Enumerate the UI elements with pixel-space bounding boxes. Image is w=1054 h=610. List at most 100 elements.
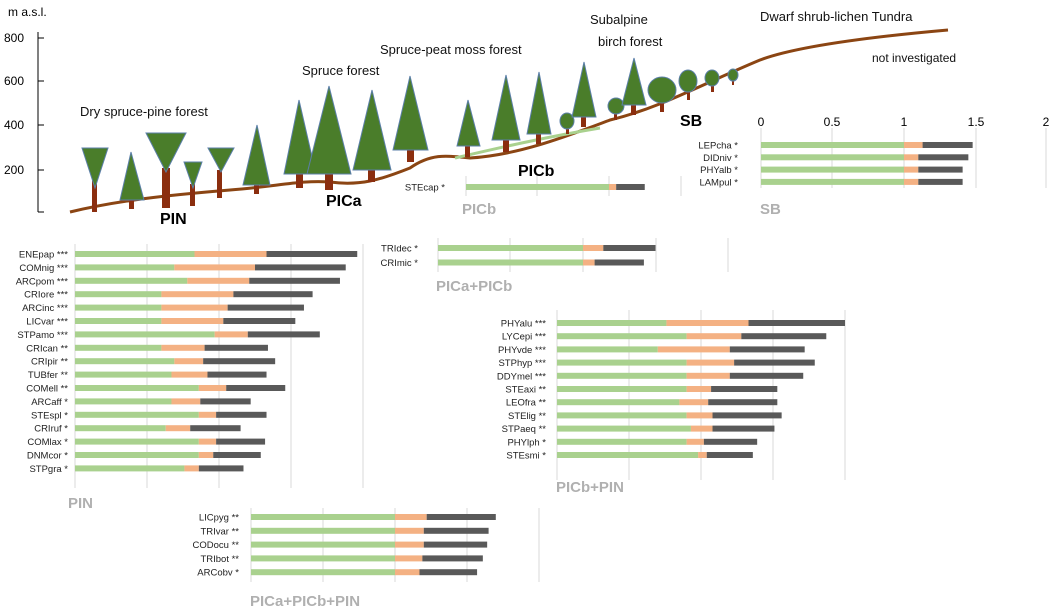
bar-segment-orange (904, 178, 919, 185)
birch-tree-icon (607, 97, 625, 120)
species-label: STPamo *** (17, 330, 68, 341)
bar-segment-green (75, 465, 185, 472)
bar-segment-gray (198, 465, 244, 472)
bar-segment-gray (741, 333, 827, 340)
bar-segment-orange (583, 245, 604, 251)
zone-code-sb: SB (680, 113, 702, 130)
bar-segment-green (557, 386, 687, 392)
birch-tree-icon (559, 112, 575, 134)
spruce-tree-icon (621, 57, 647, 115)
bar-segment-orange (904, 142, 923, 148)
species-label: LAMpul * (699, 177, 738, 188)
zone-code-pica: PICa (326, 193, 362, 210)
species-label: CRIruf * (34, 424, 68, 435)
panel-name-pin: PIN (68, 495, 93, 512)
bar-segment-orange (198, 411, 217, 418)
bar-segment-green (557, 412, 687, 419)
bar-segment-gray (200, 398, 251, 405)
bar-segment-green (75, 344, 162, 351)
bar-segment-orange (698, 452, 707, 458)
scale-tick-label: 1.5 (968, 115, 985, 129)
species-label: COMlax * (27, 437, 68, 448)
bar-segment-green (466, 184, 609, 190)
bar-segment-orange (686, 386, 712, 392)
bar-segment-green (75, 425, 166, 432)
bar-segment-gray (223, 318, 296, 324)
zone-label-birch-forest: birch forest (598, 34, 663, 49)
bar-segment-green (251, 527, 395, 534)
bar-segment-green (761, 166, 904, 173)
species-label: LICpyg ** (199, 513, 239, 524)
bar-segment-green (251, 569, 395, 576)
species-label: PHYlph * (507, 437, 546, 448)
bar-segment-green (75, 291, 162, 298)
scale-tick-label: 0.5 (824, 115, 841, 129)
panel-name-sb: SB (760, 201, 781, 218)
bar-segment-orange (165, 425, 191, 432)
panel-pica-picb-pin: LICpyg ** TRIvar ** CODocu ** TRIbot ** ARCo… (193, 508, 540, 610)
bar-segment-orange (686, 359, 735, 366)
bar-segment-green (75, 251, 195, 257)
bar-segment-green (75, 438, 199, 445)
spruce-tree-icon (306, 85, 352, 190)
bar-segment-green (438, 245, 583, 251)
bar-segment-orange (194, 251, 267, 257)
bar-segment-orange (686, 438, 704, 445)
bar-segment-orange (174, 264, 255, 271)
bar-segment-gray (190, 425, 241, 432)
bar-segment-gray (226, 385, 286, 391)
bar-segment-gray (213, 452, 261, 458)
species-label: STEcap * (405, 183, 445, 194)
bar-segment-orange (395, 514, 427, 520)
birch-tree-icon (647, 76, 677, 112)
species-label: TUBfer ** (28, 370, 68, 381)
zone-label-dwarf-shrub-lichen-tundra: Dwarf shrub-lichen Tundra (760, 9, 913, 24)
bar-segment-green (557, 320, 667, 326)
bar-segment-green (761, 178, 904, 185)
bar-segment-orange (161, 291, 234, 298)
bar-segment-gray (227, 304, 304, 311)
species-label: COMnig *** (19, 263, 68, 274)
bar-segment-orange (214, 331, 248, 338)
bar-segment-orange (161, 344, 205, 351)
bar-segment-gray (712, 412, 782, 419)
elevation-tick-400: 400 (4, 118, 24, 132)
elevation-tick-600: 600 (4, 74, 24, 88)
species-label: LEOfra ** (506, 398, 546, 409)
bar-segment-orange (686, 333, 742, 340)
bar-segment-orange (161, 304, 228, 311)
bar-segment-gray (426, 514, 496, 520)
spruce-tree-icon (571, 61, 597, 127)
spruce-tree-icon (392, 75, 429, 162)
species-label: DDYmel *** (497, 371, 546, 382)
bar-segment-green (761, 154, 904, 161)
bar-segment-gray (249, 277, 340, 284)
bar-segment-gray (216, 438, 266, 445)
bar-segment-gray (706, 452, 753, 458)
bar-segment-orange (904, 154, 919, 161)
bar-segment-gray (207, 371, 267, 378)
species-label: CRIcan ** (26, 343, 68, 354)
bar-segment-gray (422, 555, 483, 562)
species-label: COMell ** (26, 384, 68, 395)
pine-tree-icon (207, 147, 235, 198)
bar-segment-orange (609, 184, 617, 190)
bar-segment-green (557, 425, 691, 432)
zone-code-pin: PIN (160, 211, 187, 228)
scale-tick-label: 0 (758, 115, 765, 129)
tree-illustrations (81, 57, 739, 212)
species-label: STPhyp *** (498, 358, 546, 369)
bar-segment-gray (419, 569, 478, 576)
bar-segment-gray (204, 344, 268, 351)
scale-tick-label: 1 (901, 115, 908, 129)
bar-segment-gray (247, 331, 320, 338)
bar-segment-orange (679, 399, 709, 406)
bar-segment-orange (184, 465, 199, 472)
bar-segment-gray (233, 291, 313, 298)
pine-tree-icon (81, 147, 109, 212)
bar-segment-orange (395, 569, 420, 576)
bar-segment-green (75, 411, 199, 418)
bar-segment-green (75, 304, 162, 311)
bar-segment-green (557, 452, 699, 458)
